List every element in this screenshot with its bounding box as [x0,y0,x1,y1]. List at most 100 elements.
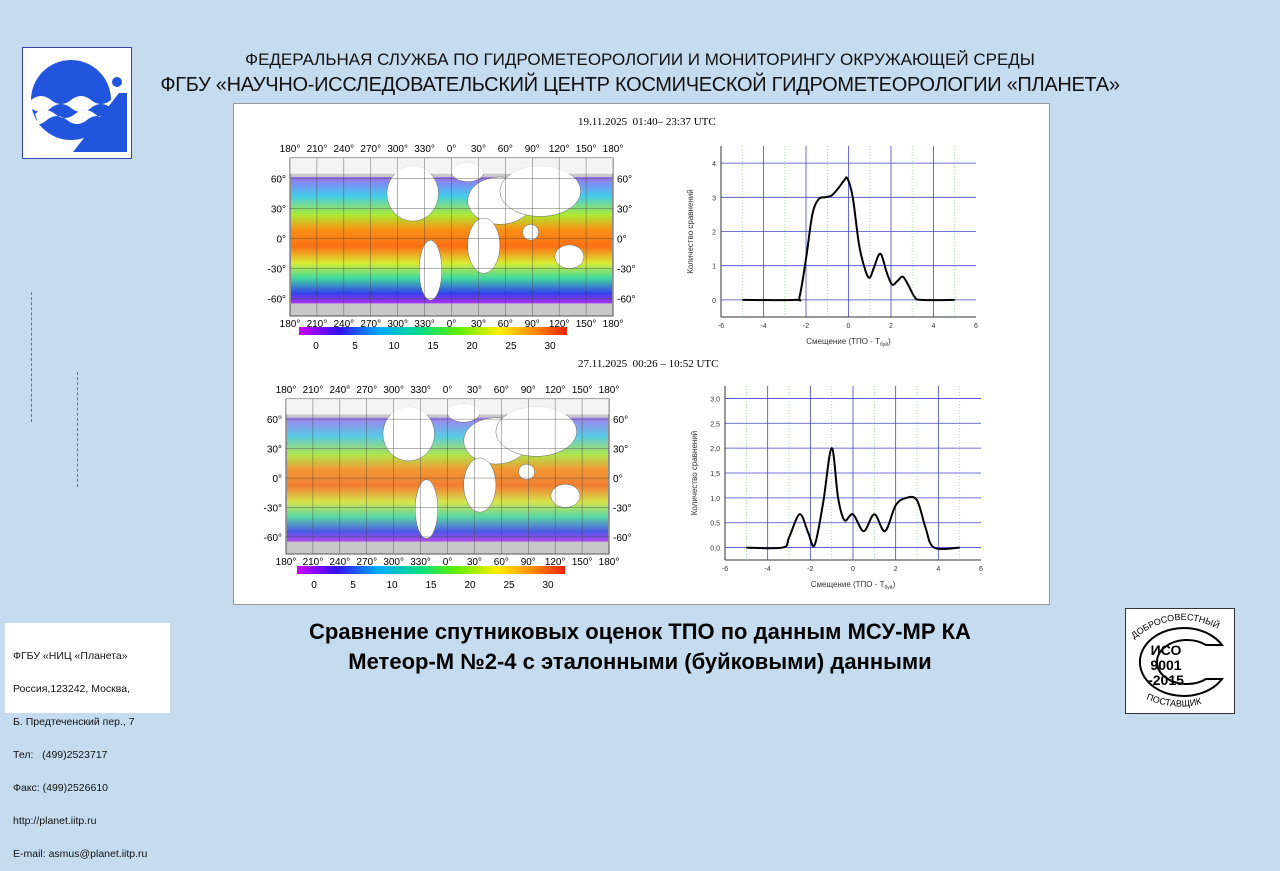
colorbar-tick: 10 [386,580,398,591]
figure-panel: 19.11.2025 01:40– 23:37 UTC 27.11.2025 0… [233,103,1050,605]
contact-org: ФГБУ «НИЦ «Планета» [13,650,128,662]
x-tick-label: 0 [847,323,851,330]
lon-tick-top: 180° [276,385,297,396]
lon-tick-top: 150° [576,144,597,155]
lat-tick-right: -60° [617,295,635,306]
contact-city: Россия,123242, Москва, [13,683,130,695]
date-range-1: 19.11.2025 01:40– 23:37 UTC [578,116,716,128]
continent [414,479,439,539]
y-axis-label: Количество сравнений [686,189,695,274]
lon-tick-top: 300° [387,144,408,155]
x-tick-label: 6 [974,323,978,330]
lon-tick-bottom: 90° [525,319,540,330]
y-tick-label: 1,0 [710,496,720,503]
colorbar-tick: 5 [350,580,356,591]
lon-tick-bottom: 0° [447,319,457,330]
lon-tick-top: 90° [525,144,540,155]
lat-tick-left: 60° [271,175,286,186]
lon-tick-top: 300° [383,385,404,396]
lat-tick-left: 0° [276,235,286,246]
colorbar-tick: 0 [313,341,319,352]
lon-tick-top: 30° [471,144,486,155]
lon-tick-top: 330° [414,144,435,155]
lon-tick-top: 120° [549,144,570,155]
title-line-1: Сравнение спутниковых оценок ТПО по данн… [309,619,971,644]
lon-tick-bottom: 150° [572,557,593,568]
lon-tick-top: 0° [443,385,453,396]
colorbar [299,327,567,335]
x-tick-label: -2 [803,323,809,330]
lon-tick-top: 180° [603,144,624,155]
lon-tick-bottom: 30° [471,319,486,330]
lon-tick-bottom: 0° [443,557,453,568]
y-tick-label: 1 [712,264,716,271]
x-tick-label: -2 [807,566,813,573]
continent [518,463,535,480]
iso-top-text: ДОБРОСОВЕСТНЫЙ [1129,612,1221,641]
lon-tick-top: 210° [303,385,324,396]
y-tick-label: 0,0 [710,546,720,553]
lon-tick-bottom: 300° [383,557,404,568]
contact-box: ФГБУ «НИЦ «Планета» Россия,123242, Москв… [5,623,170,860]
lat-tick-left: 0° [272,474,282,485]
lon-tick-bottom: 270° [356,557,377,568]
x-tick-label: 2 [894,566,898,573]
lon-tick-top: 0° [447,144,457,155]
lon-tick-top: 240° [333,144,354,155]
contact-website[interactable]: http://planet.iitp.ru [13,815,97,827]
x-tick-label: -4 [765,566,771,573]
lon-tick-bottom: 60° [494,557,509,568]
x-axis-label: Смещение (ТПО - Тбуй) [811,580,896,591]
lon-tick-bottom: 180° [276,557,297,568]
lon-tick-bottom: 240° [333,319,354,330]
x-tick-label: 4 [936,566,940,573]
contact-fax: Факс: (499)2526610 [13,782,109,794]
lon-tick-top: 120° [545,385,566,396]
lat-tick-left: -60° [268,295,286,306]
lon-tick-bottom: 180° [599,557,620,568]
colorbar-tick: 25 [503,580,515,591]
colorbar-tick: 30 [542,580,554,591]
lat-tick-left: 30° [267,445,282,456]
lon-tick-bottom: 210° [303,557,324,568]
x-tick-label: -6 [722,566,728,573]
x-tick-label: -6 [718,323,724,330]
lon-tick-top: 30° [467,385,482,396]
y-tick-label: 2,5 [710,421,720,428]
colorbar-tick: 5 [352,341,358,352]
lat-tick-right: 0° [613,474,623,485]
lon-tick-top: 330° [410,385,431,396]
x-tick-label: -4 [760,323,766,330]
lon-tick-bottom: 330° [414,319,435,330]
y-tick-label: 3 [712,195,716,202]
density-curve [746,447,960,551]
iso-label: ИСО [1151,642,1182,658]
lon-tick-top: 210° [307,144,328,155]
lon-tick-bottom: 180° [280,319,301,330]
continent [418,239,443,301]
iso-badge: ДОБРОСОВЕСТНЫЙ ПОСТАВЩИК ИСО 9001 -2015 [1125,608,1235,714]
slide-title: Сравнение спутниковых оценок ТПО по данн… [200,617,1080,677]
lon-tick-bottom: 150° [576,319,597,330]
lat-tick-right: -60° [613,533,631,544]
y-tick-label: 0,5 [710,521,720,528]
lon-tick-bottom: 90° [521,557,536,568]
organization-logo [22,47,132,159]
contact-email[interactable]: E-mail: asmus@planet.iitp.ru [13,848,148,860]
iso-year: -2015 [1148,672,1184,688]
lon-tick-top: 180° [280,144,301,155]
colorbar-tick: 15 [427,341,439,352]
lon-tick-top: 270° [356,385,377,396]
y-tick-label: 0 [712,298,716,305]
header-agency: ФЕДЕРАЛЬНАЯ СЛУЖБА ПО ГИДРОМЕТЕОРОЛОГИИ … [245,50,1035,69]
lon-tick-top: 90° [521,385,536,396]
continent [463,457,497,513]
lon-tick-top: 180° [599,385,620,396]
lon-tick-bottom: 330° [410,557,431,568]
colorbar-tick: 20 [464,580,476,591]
lon-tick-bottom: 300° [387,319,408,330]
colorbar-tick: 30 [544,341,556,352]
lon-tick-bottom: 210° [307,319,328,330]
y-tick-label: 2 [712,230,716,237]
lon-tick-bottom: 240° [329,557,350,568]
